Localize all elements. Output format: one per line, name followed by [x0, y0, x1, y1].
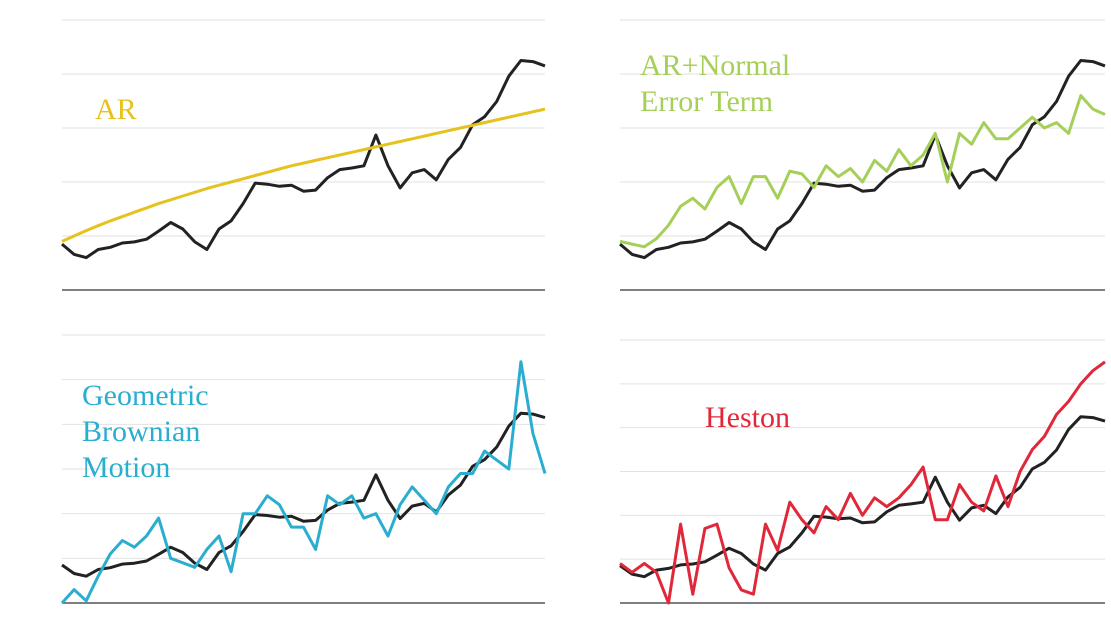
series-line: [61, 411, 546, 578]
series-label: AR: [95, 93, 137, 126]
series-label: Geometric Brownian Motion: [82, 379, 209, 484]
series-line: [61, 107, 546, 243]
series-line: [619, 59, 1106, 260]
series-line: [619, 360, 1106, 605]
series-label: Heston: [705, 401, 790, 434]
series-line: [60, 360, 547, 605]
series-label: AR+Normal Error Term: [640, 49, 791, 118]
series-line: [61, 59, 546, 260]
series-line: [619, 415, 1106, 579]
series-line: [619, 94, 1106, 249]
